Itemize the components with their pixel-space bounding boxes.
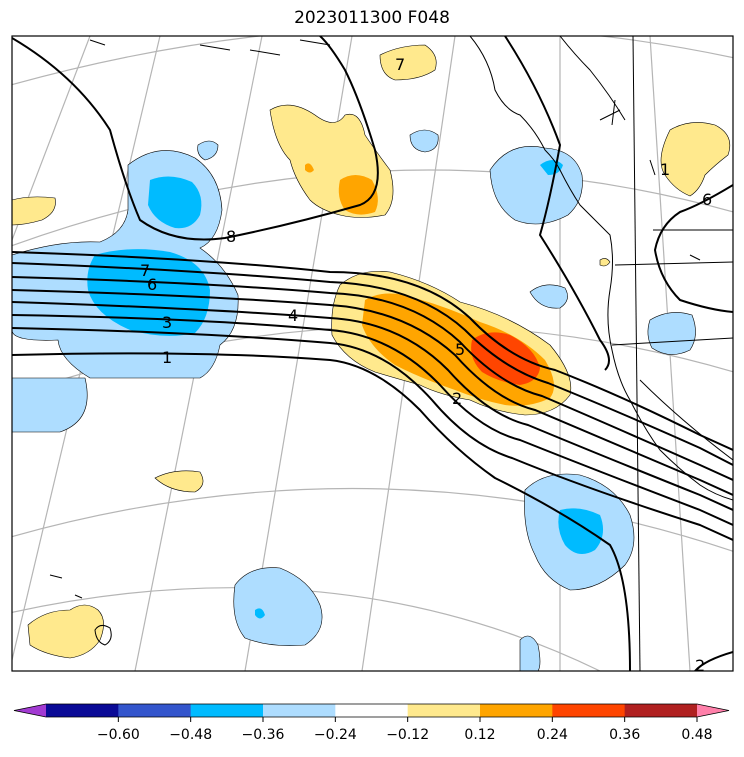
colorbar-tick-label: −0.12: [386, 727, 429, 743]
colorbar-segment: [624, 704, 698, 717]
colorbar-segment: [407, 704, 481, 717]
contour-label: 6: [702, 190, 712, 209]
colorbar-tick-label: −0.60: [97, 727, 140, 743]
colorbar-tick-label: 0.12: [464, 727, 495, 743]
coastlines: [49, 36, 733, 671]
colorbar-extend-high: [697, 704, 729, 717]
contour-label: 2: [695, 656, 705, 675]
contour-label: 5: [455, 340, 465, 359]
colorbar-segment: [263, 704, 336, 717]
contour-label: 1: [660, 160, 670, 179]
colorbar-segment: [46, 704, 119, 717]
contour-label: 1: [162, 348, 172, 367]
colorbar-outline: [13, 703, 730, 718]
map-title: 2023011300 F048: [294, 8, 450, 28]
colorbar-tick-label: −0.36: [242, 727, 285, 743]
colorbar-segment: [552, 704, 626, 717]
colorbar-segment: [190, 704, 264, 717]
colorbar-extend-low: [14, 704, 46, 717]
colorbar-segment: [118, 704, 192, 717]
colorbar: −0.60 −0.48 −0.36 −0.24 −0.12 0.12 0.24 0.36 0.4…: [13, 703, 730, 743]
contour-label: 7: [140, 261, 150, 280]
contour-label: 4: [288, 306, 298, 325]
contour-label: 3: [162, 313, 172, 332]
contour-lines: [12, 36, 733, 671]
colorbar-segment: [335, 704, 409, 717]
colorbar-tick-label: 0.36: [609, 727, 640, 743]
contour-label: 2: [452, 389, 462, 408]
map-frame: [11, 35, 734, 672]
contour-label: 6: [147, 275, 157, 294]
map-panel: [12, 36, 733, 671]
colorbar-segment: [480, 704, 553, 717]
contour-label-group: 7 6 3 4 1 5 2 8 7 6 1 2: [140, 55, 712, 675]
colorbar-tick-label: 0.48: [681, 727, 712, 743]
colorbar-tick-label: −0.48: [169, 727, 212, 743]
contour-label: 8: [226, 227, 236, 246]
contour-label: 7: [395, 55, 405, 74]
colorbar-tick-label: −0.24: [314, 727, 357, 743]
colorbar-tick-label: 0.24: [537, 727, 568, 743]
